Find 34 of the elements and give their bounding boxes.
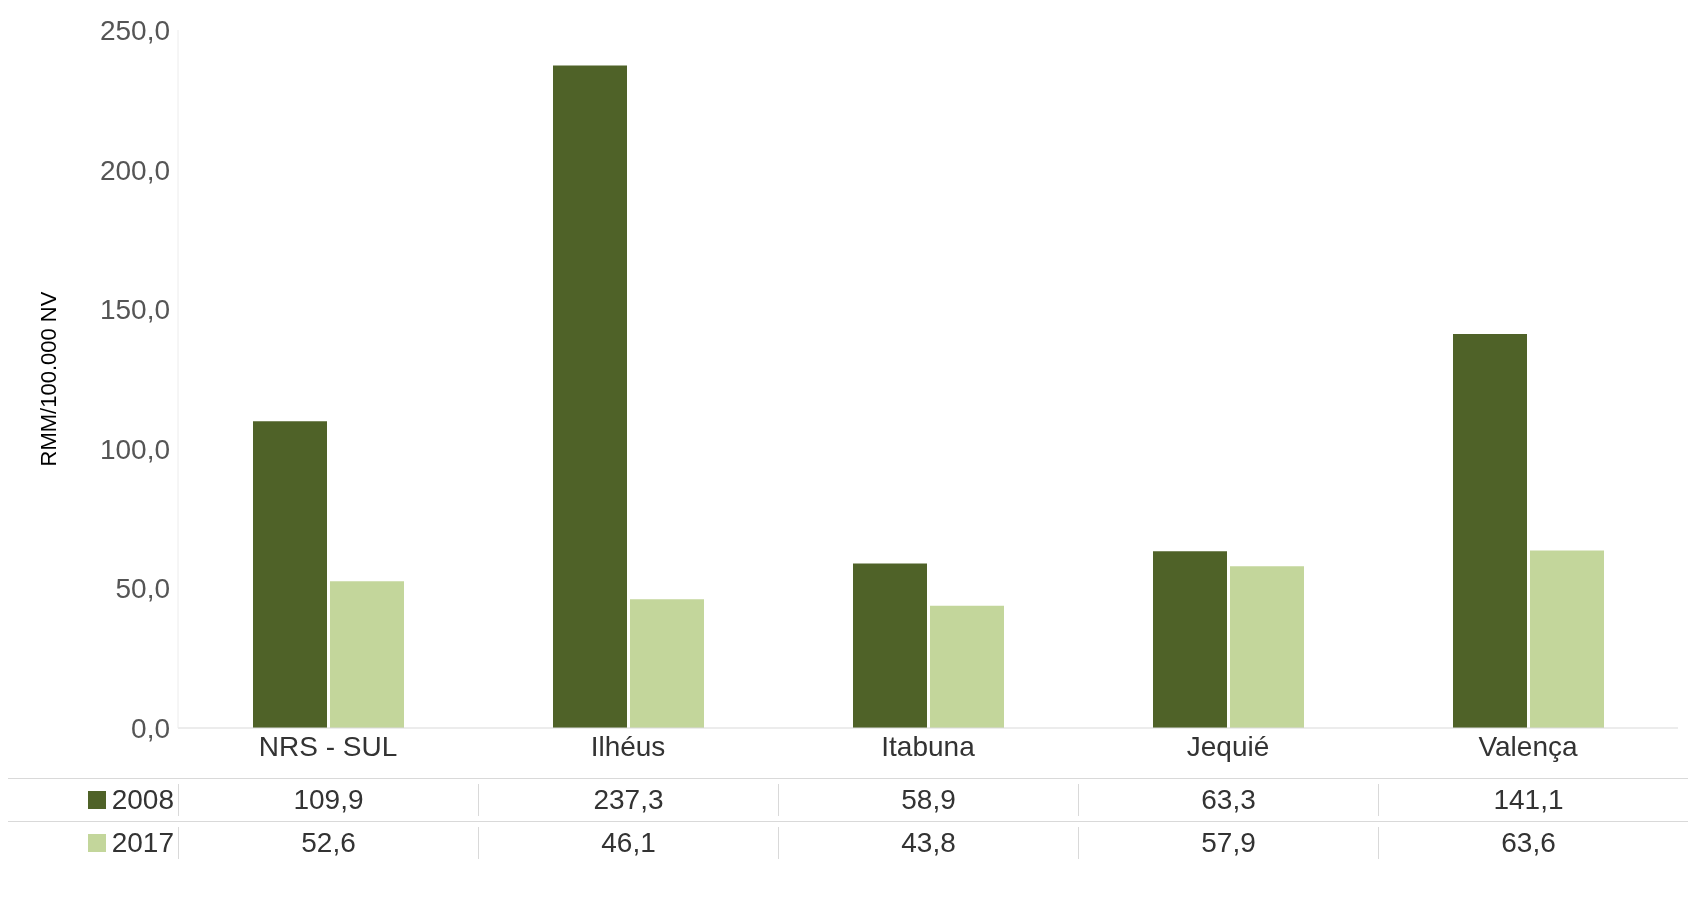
legend-label: 2008 bbox=[111, 784, 174, 816]
data-label: 46,1 bbox=[478, 827, 778, 859]
data-label: 63,6 bbox=[1378, 827, 1678, 859]
y-axis-title: RMM/100.000 NV bbox=[35, 291, 61, 467]
y-tick-label: 150,0 bbox=[99, 294, 170, 326]
data-label: 57,9 bbox=[1078, 827, 1378, 859]
bar bbox=[1230, 566, 1304, 728]
bar bbox=[330, 581, 404, 728]
data-label: 58,9 bbox=[778, 784, 1078, 816]
bar bbox=[1153, 551, 1227, 728]
y-tick-label: 200,0 bbox=[99, 154, 170, 186]
x-tick-label: Itabuna bbox=[881, 730, 976, 762]
x-tick-label: Ilhéus bbox=[590, 730, 666, 762]
y-tick-label: 50,0 bbox=[115, 573, 170, 605]
bar bbox=[253, 421, 327, 728]
bar bbox=[1530, 550, 1604, 728]
data-label: 109,9 bbox=[178, 784, 478, 816]
data-label: 43,8 bbox=[778, 827, 1078, 859]
y-tick-label: 0,0 bbox=[131, 712, 170, 744]
bar bbox=[630, 599, 704, 728]
data-label: 237,3 bbox=[478, 784, 778, 816]
data-label: 141,1 bbox=[1378, 784, 1678, 816]
data-label: 63,3 bbox=[1078, 784, 1378, 816]
x-tick-label: Jequié bbox=[1186, 730, 1270, 762]
data-label: 52,6 bbox=[178, 827, 478, 859]
legend-label: 2017 bbox=[111, 827, 174, 859]
y-tick-label: 250,0 bbox=[99, 14, 170, 46]
bar bbox=[553, 65, 627, 728]
bar bbox=[930, 605, 1004, 728]
x-tick-label: Valença bbox=[1478, 730, 1578, 762]
bar bbox=[1453, 334, 1527, 728]
bar bbox=[853, 563, 927, 728]
y-tick-label: 100,0 bbox=[99, 433, 170, 465]
x-tick-label: NRS - SUL bbox=[258, 730, 398, 762]
